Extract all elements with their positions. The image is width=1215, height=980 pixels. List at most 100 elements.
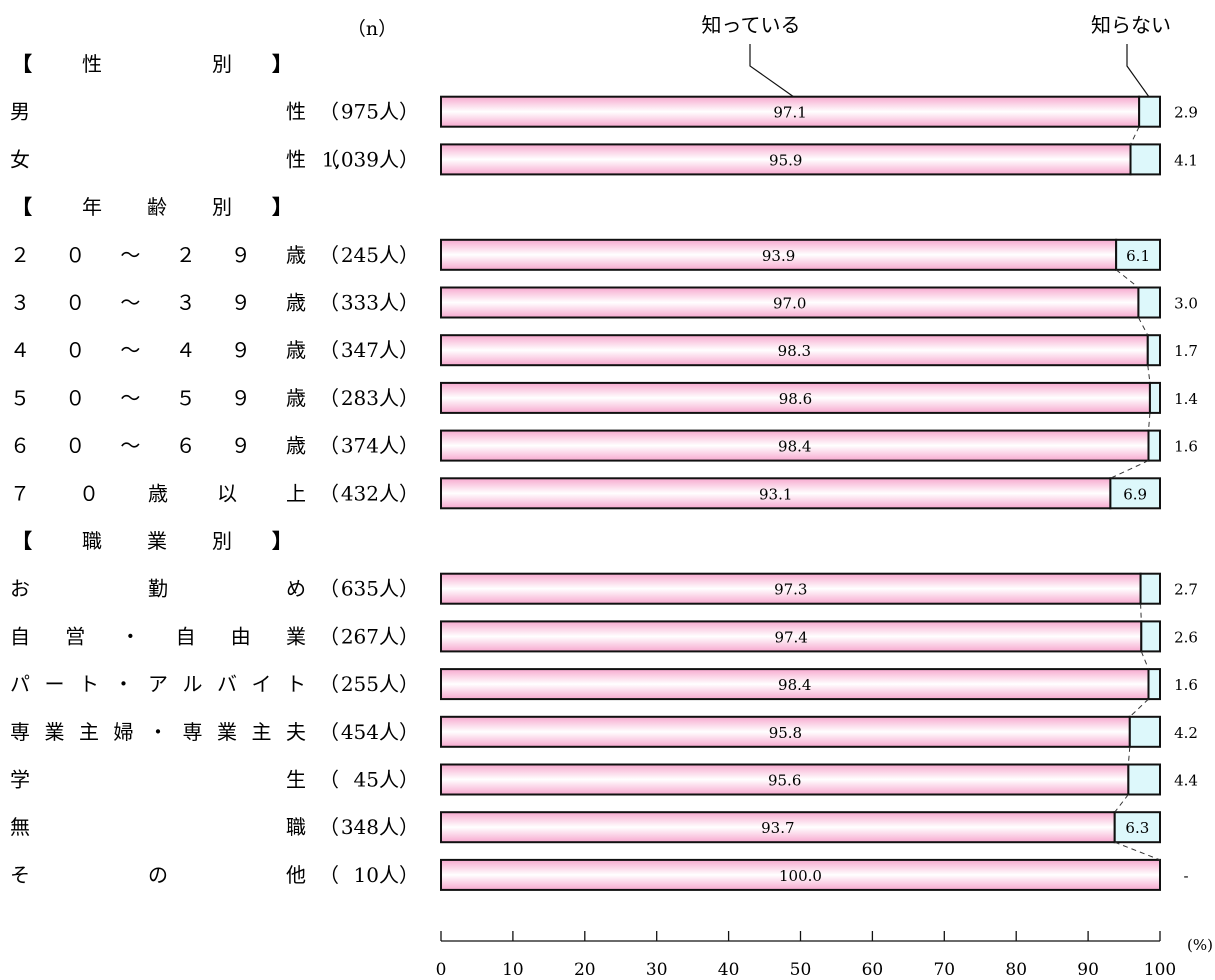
connector-line: [1140, 651, 1149, 670]
n-count: 348人）: [341, 815, 419, 839]
legend: （n） 知っている 知らない: [347, 13, 1171, 99]
bar-know: [440, 668, 1150, 701]
x-axis-tick-label: 70: [933, 960, 955, 980]
bar-know: [440, 572, 1142, 605]
n-open-paren: （: [319, 147, 339, 171]
group-header-label-char: 業: [147, 529, 167, 553]
bar-row: ４ ０ ～ ４ ９ 歳 （347人） 98.3 1.7: [10, 334, 1198, 367]
n-open-paren: （: [319, 100, 339, 124]
row-label-char: 性: [286, 100, 306, 124]
bar-row: ６ ０ ～ ６ ９ 歳 （374人） 98.4 1.6: [10, 429, 1198, 462]
bar-dont-know: [1109, 477, 1162, 510]
row-label: ４ ０ ～ ４ ９ 歳: [10, 338, 306, 362]
row-label-char: ～: [120, 434, 140, 458]
bar-know-label: 93.1: [759, 485, 792, 503]
row-label-char: 学: [10, 768, 30, 792]
connector-lines: [1110, 126, 1161, 861]
row-label-char: 業: [286, 624, 306, 648]
bar-know-label: 97.1: [773, 104, 806, 122]
row-label: 専業主婦・専業主夫: [10, 720, 306, 744]
row-label-char: ９: [231, 243, 251, 267]
row-label-char: 以: [217, 481, 237, 505]
row-label-char: 営: [65, 624, 85, 648]
bar-know: [440, 858, 1161, 891]
row-label-char: 主: [79, 720, 99, 744]
bar-row: ７ ０ 歳 以 上 （432人） 93.1 6.9: [10, 477, 1162, 510]
row-label-char: ０: [79, 481, 99, 505]
connector-line: [1129, 698, 1149, 718]
row-label-char: ９: [231, 386, 251, 410]
n-open-paren: （: [319, 481, 339, 505]
row-label-char: 専: [183, 720, 203, 744]
bar-dont-know: [1115, 238, 1161, 271]
row-label-char: バ: [217, 672, 237, 696]
row-label: 女性: [10, 147, 306, 171]
row-label-char: ２: [10, 243, 30, 267]
row-label-char: ９: [231, 338, 251, 362]
group-header-label-char: 別: [212, 195, 232, 219]
bar-know-label: 95.6: [768, 772, 801, 790]
row-label-char: ９: [231, 291, 251, 315]
group-header: 【 】 職 業 別: [12, 529, 292, 553]
bar-row: 自 営 ・ 自 由 業 （267人） 97.4 2.6: [10, 620, 1198, 653]
bar-know: [440, 286, 1140, 319]
row-label-char: 男: [10, 100, 30, 124]
row-label-char: ０: [65, 434, 85, 458]
x-axis-tick-label: 30: [646, 960, 668, 980]
group-header-label-char: 職: [82, 529, 102, 553]
connector-line: [1114, 794, 1129, 813]
n-count: 374人）: [341, 434, 419, 458]
row-label: パート・アルバイト: [10, 672, 306, 696]
row-label-char: 業: [217, 720, 237, 744]
legend-dont-know: 知らない: [1091, 13, 1171, 37]
x-axis-tick-label: 80: [1005, 960, 1027, 980]
bar-dont-know: [1127, 763, 1162, 796]
row-label-char: ９: [231, 434, 251, 458]
group-header-label-char: 齢: [147, 195, 167, 219]
bar-dont-know-label: -: [1183, 867, 1188, 885]
legend-know-leader: [749, 44, 796, 99]
n-open-paren: （: [319, 624, 339, 648]
bar-dont-know-label: 2.6: [1174, 628, 1198, 646]
row-label: ２ ０ ～ ２ ９ 歳: [10, 243, 306, 267]
row-label-char: ト: [286, 672, 306, 696]
bar-dont-know: [1147, 668, 1161, 701]
bar-row: お 勤 め （635人） 97.3 2.7: [10, 572, 1198, 605]
bar-know: [440, 715, 1131, 748]
row-label-char: ー: [45, 672, 65, 696]
bar-dont-know-label: 2.9: [1174, 104, 1198, 122]
x-axis-tick-label: 100: [1144, 960, 1176, 980]
n-open-paren: （: [319, 577, 339, 601]
bar-row: ２ ０ ～ ２ ９ 歳 （245人） 93.9 6.1: [10, 238, 1161, 271]
row-label-char: ル: [183, 672, 203, 696]
bar-know-label: 98.3: [778, 342, 811, 360]
row-label-char: 歳: [286, 338, 306, 362]
row-label-char: ４: [10, 338, 30, 362]
row-label-char: 勤: [148, 577, 168, 601]
row-label-char: 歳: [286, 291, 306, 315]
n-open-paren: （: [319, 768, 339, 792]
n-count: 255人）: [341, 672, 419, 696]
group-header-label: 職業別: [82, 529, 232, 553]
row-label-char: 他: [286, 863, 306, 887]
bar-dont-know-label: 4.1: [1174, 151, 1198, 169]
bar-dont-know-label: 2.7: [1174, 581, 1198, 599]
row-label-char: ３: [10, 291, 30, 315]
n-count: 333人）: [341, 291, 419, 315]
group-header: 【 】 年 齢 別: [12, 195, 292, 219]
bar-dont-know-label: 1.6: [1174, 676, 1198, 694]
row-label-char: ～: [120, 386, 140, 410]
n-open-paren: （: [319, 243, 339, 267]
bar-dont-know-label: 6.1: [1126, 247, 1150, 265]
row-label-char: パ: [10, 672, 30, 696]
bar-dont-know: [1140, 620, 1162, 653]
row-label: 無職: [10, 815, 306, 839]
connector-line: [1110, 460, 1149, 479]
row-label-char: 歳: [148, 481, 168, 505]
row-label-char: 業: [45, 720, 65, 744]
bar-row: ５ ０ ～ ５ ９ 歳 （283人） 98.6 1.4: [10, 381, 1198, 414]
row-label-char: ・: [114, 672, 134, 696]
bar-know-label: 97.3: [774, 581, 807, 599]
legend-know: 知っている: [702, 13, 801, 37]
connector-line: [1115, 269, 1139, 288]
